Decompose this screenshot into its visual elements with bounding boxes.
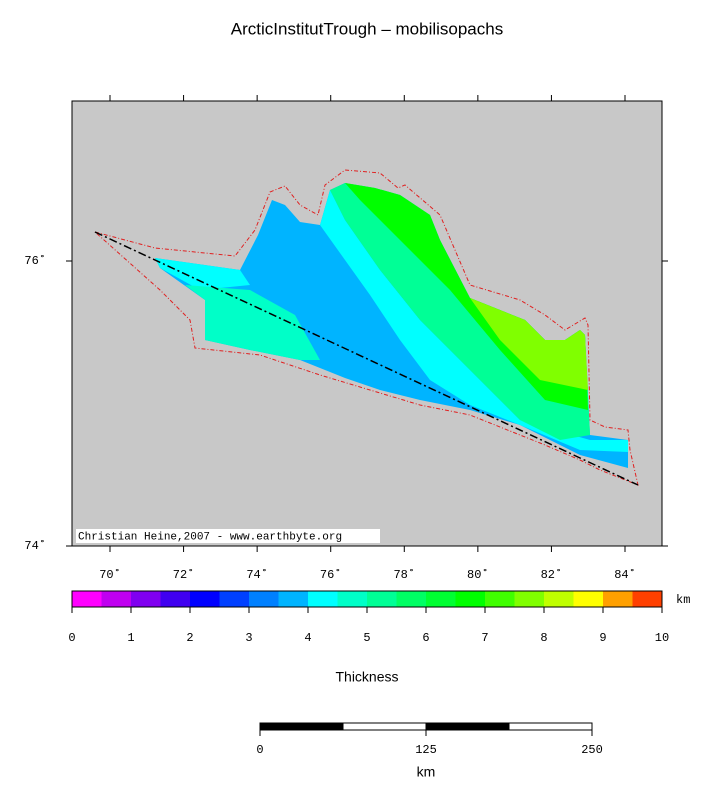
colorbar-segment [72, 591, 102, 607]
colorbar-segment [160, 591, 191, 607]
lat-tick-label: 74˚ [24, 539, 46, 553]
lon-tick-label: 78˚ [393, 568, 415, 582]
colorbar-segment [367, 591, 397, 607]
thickness-band [185, 285, 320, 360]
colorbar-segment [514, 591, 545, 607]
colorbar-segment [573, 591, 604, 607]
colorbar: km Thickness [71, 590, 690, 685]
colorbar-segment [131, 591, 161, 607]
colorbar-tick-label: 8 [540, 631, 547, 645]
colorbar-label: Thickness [335, 669, 398, 685]
colorbar-segment [249, 591, 279, 607]
outline [94, 169, 639, 486]
thickness-band [470, 298, 588, 390]
scalebar-unit: km [417, 764, 436, 780]
colorbar-tick-label: 4 [304, 631, 311, 645]
colorbar-segment [308, 591, 338, 607]
colorbar-segment [455, 591, 486, 607]
colorbar-unit: km [676, 593, 690, 607]
colorbar-segment [603, 591, 633, 607]
lon-tick-label: 74˚ [246, 568, 268, 582]
colorbar-tick-label: 6 [422, 631, 429, 645]
scalebar: km [259, 722, 593, 780]
scalebar-segment [259, 722, 344, 731]
lon-tick-label: 76˚ [320, 568, 342, 582]
colorbar-tick-label: 1 [127, 631, 134, 645]
colorbar-segment [632, 591, 663, 607]
lon-tick-label: 84˚ [614, 568, 636, 582]
credit: Christian Heine,2007 - www.earthbyte.org [78, 531, 342, 543]
lat-tick-label: 76˚ [24, 254, 46, 268]
scalebar-segment [508, 722, 593, 731]
scalebar-tick-label: 125 [415, 743, 437, 757]
credit-box [76, 529, 380, 543]
colorbar-tick-label: 3 [245, 631, 252, 645]
colorbar-segment [544, 591, 574, 607]
map-title: ArcticInstitutTrough – mobilisopachs [231, 19, 503, 38]
colorbar-segments [72, 591, 663, 607]
colorbar-tick-label: 5 [363, 631, 370, 645]
thickness-band [320, 190, 628, 452]
colorbar-tick-label: 10 [655, 631, 669, 645]
lon-tick-label: 70˚ [99, 568, 121, 582]
thickness-band [155, 258, 250, 290]
colorbar-tick-label: 0 [68, 631, 75, 645]
map-area: Christian Heine,2007 - www.earthbyte.org [71, 100, 663, 547]
colorbar-segment [190, 591, 220, 607]
scalebar-tick-label: 0 [256, 743, 263, 757]
colorbar-segment [219, 591, 250, 607]
colorbar-segment [426, 591, 456, 607]
scalebar-segment [342, 722, 427, 731]
colorbar-segment [101, 591, 132, 607]
lon-tick-label: 82˚ [541, 568, 563, 582]
profile-line [94, 231, 639, 486]
colorbar-segment [278, 591, 309, 607]
lon-tick-label: 72˚ [173, 568, 195, 582]
colorbar-tick-label: 7 [481, 631, 488, 645]
map-frame [71, 100, 663, 547]
colorbar-tick-label: 9 [599, 631, 606, 645]
scalebar-segment [425, 722, 510, 731]
colorbar-segment [337, 591, 368, 607]
colorbar-segment [396, 591, 427, 607]
scalebar-tick-label: 250 [581, 743, 603, 757]
lon-tick-label: 80˚ [467, 568, 489, 582]
colorbar-segment [485, 591, 515, 607]
colorbar-tick-label: 2 [186, 631, 193, 645]
